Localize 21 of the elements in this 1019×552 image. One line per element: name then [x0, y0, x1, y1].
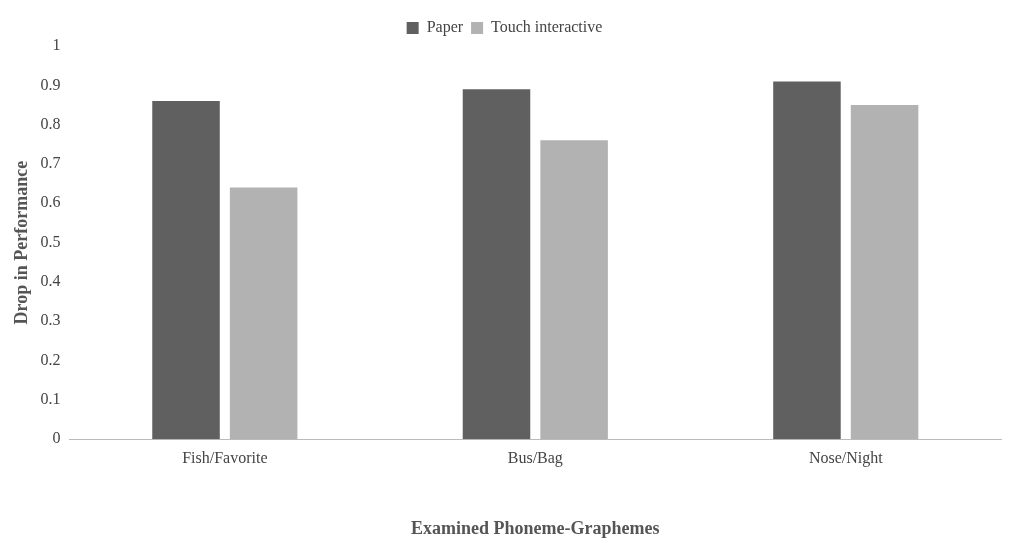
y-tick-label: 0: [52, 429, 61, 447]
y-tick-label: 0.2: [40, 350, 61, 368]
y-axis-title: Drop in Performance: [11, 160, 32, 325]
y-tick-label: 0.9: [40, 75, 61, 93]
x-tick-label: Fish/Favorite: [182, 449, 268, 466]
y-tick-label: 0.4: [40, 272, 61, 290]
bar: [773, 81, 841, 440]
legend-label: Paper: [426, 18, 464, 37]
x-tick-label: Bus/Bag: [507, 449, 563, 467]
y-tick-label: 0.8: [40, 114, 61, 132]
y-tick-label: 0.6: [40, 193, 61, 211]
bar: [152, 101, 220, 440]
y-tick-label: 0.3: [40, 311, 61, 329]
x-tick-label: Nose/Night: [808, 449, 884, 467]
y-tick-label: 0.1: [40, 390, 61, 408]
legend-label: Touch interactive: [491, 18, 603, 36]
bar: [462, 89, 531, 440]
y-tick-label: 0.5: [40, 232, 61, 250]
y-tick-label: 0.7: [40, 154, 61, 172]
x-axis-title: Examined Phoneme-Graphemes: [411, 517, 660, 538]
y-tick-label: 1: [52, 36, 61, 54]
